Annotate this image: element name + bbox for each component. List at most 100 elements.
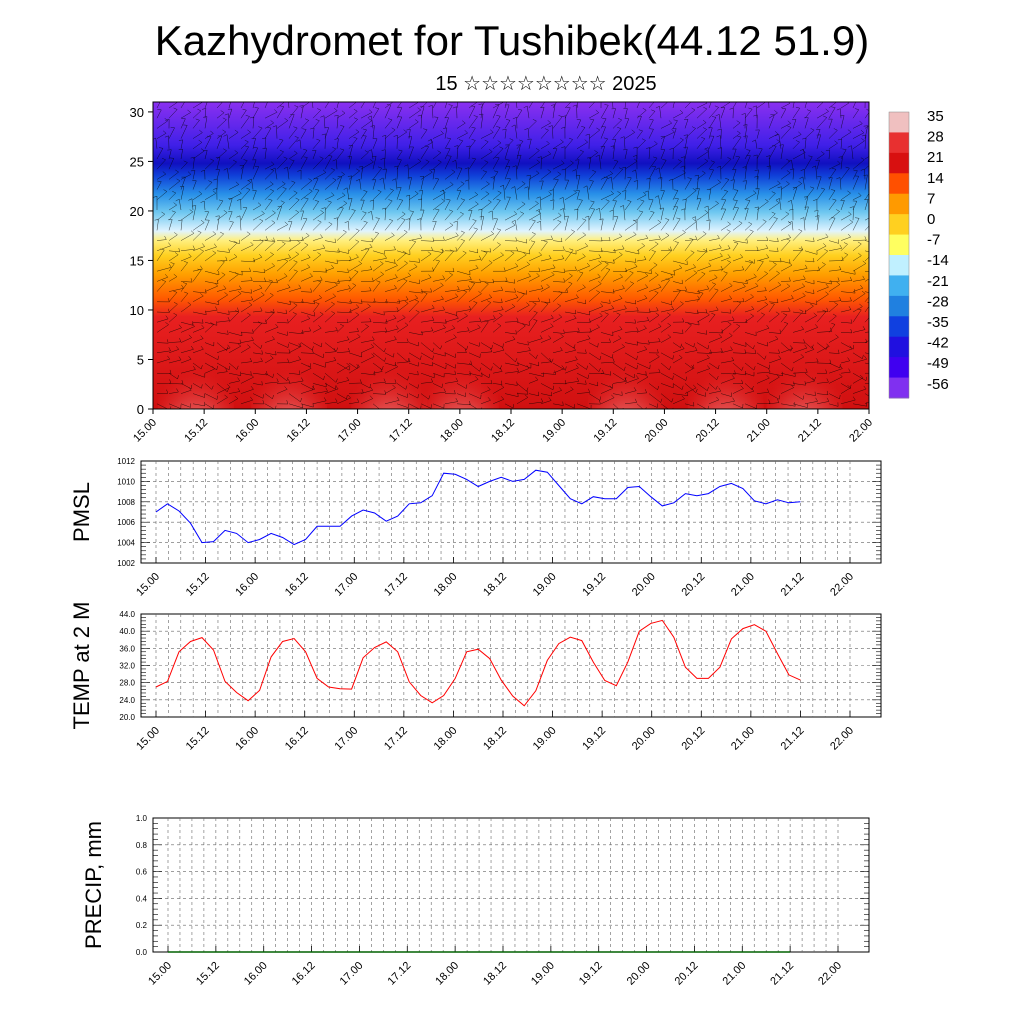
wind-barb	[168, 383, 184, 385]
wind-barb	[156, 191, 168, 200]
wind-barb	[287, 166, 290, 180]
wind-barb	[684, 239, 698, 241]
wind-barb-flag	[854, 270, 856, 275]
wind-barb	[431, 105, 434, 119]
wind-barb	[228, 242, 238, 251]
wind-barb-flag	[452, 267, 455, 272]
wind-barb-flag	[163, 189, 168, 192]
wind-barb	[372, 191, 382, 200]
wind-barb	[516, 203, 526, 211]
wind-barb	[396, 317, 406, 323]
wind-barb	[840, 360, 850, 364]
wind-barb-flag	[334, 282, 338, 286]
wind-barb-flag	[321, 133, 326, 136]
wind-barb	[228, 211, 233, 221]
wind-barb	[540, 122, 551, 129]
wind-barb-flag	[301, 377, 304, 382]
wind-barb-flag	[168, 347, 171, 351]
wind-barb-flag	[200, 219, 205, 223]
wind-barb-flag	[434, 178, 439, 180]
wind-barb	[348, 366, 360, 374]
wind-barb	[516, 264, 530, 272]
wind-barb	[408, 237, 422, 241]
precip-panel: 0.00.20.40.60.81.015.00 15.12 16.00 16.12 17…	[81, 814, 870, 988]
wind-barb-flag	[727, 260, 731, 263]
wind-barb	[156, 358, 170, 364]
wind-barb-flag	[837, 160, 841, 164]
wind-barb	[444, 381, 458, 384]
wind-barb	[552, 173, 561, 180]
wind-barb	[516, 342, 529, 346]
wind-barb-flag	[583, 185, 588, 188]
wind-barb-flag	[645, 234, 649, 239]
wind-barb	[216, 169, 220, 180]
wind-barb-flag	[720, 265, 723, 270]
wind-barb	[516, 321, 530, 326]
wind-barb-flag	[598, 367, 601, 372]
wind-barb	[768, 358, 782, 364]
wind-barb-flag	[605, 199, 610, 202]
wind-barb	[588, 276, 601, 282]
wind-barb-flag	[558, 314, 562, 318]
wind-barb	[768, 393, 780, 400]
wind-barb	[588, 292, 600, 302]
wind-barb-flag	[872, 335, 875, 338]
wind-barb-flag	[633, 231, 637, 235]
wind-barb-flag	[596, 324, 600, 328]
wind-barb-flag	[526, 390, 529, 395]
wind-barb-flag	[211, 365, 215, 370]
wind-barb-flag	[490, 176, 495, 178]
wind-barb	[768, 102, 770, 109]
wind-barb	[492, 148, 504, 160]
wind-barb-flag	[800, 354, 804, 358]
wind-barb	[240, 304, 253, 313]
x-tick-label: 15.00	[134, 571, 162, 599]
wind-barb-flag	[284, 386, 288, 390]
y-tick-label: 20	[130, 204, 144, 219]
wind-barb-flag	[323, 375, 325, 380]
wind-barb-flag	[246, 187, 251, 190]
wind-barb	[228, 274, 239, 282]
wind-barb	[780, 387, 794, 394]
colorbar-swatch	[889, 132, 909, 154]
wind-barb-flag	[307, 264, 311, 268]
wind-barb	[792, 168, 795, 180]
wind-barb-flag	[682, 318, 685, 323]
wind-barb	[432, 403, 444, 409]
wind-barb	[228, 198, 233, 211]
wind-barb-flag	[849, 219, 854, 223]
wind-barb	[180, 233, 195, 241]
wind-barb-flag	[849, 297, 852, 301]
wind-barb	[359, 179, 362, 190]
wind-barb	[768, 250, 779, 252]
wind-barb-flag	[715, 385, 718, 390]
wind-barb	[552, 179, 559, 190]
wind-barb	[732, 156, 740, 170]
wind-barb-flag	[487, 386, 491, 390]
wind-barb-flag	[764, 295, 768, 300]
wind-barb	[420, 352, 433, 360]
wind-barb	[504, 339, 516, 343]
wind-barb-flag	[368, 118, 372, 121]
wind-barb-flag	[825, 149, 830, 152]
wind-barb	[540, 130, 549, 139]
wind-barb-flag	[512, 222, 516, 226]
wind-barb-flag	[173, 301, 178, 305]
wind-barb-flag	[560, 237, 563, 242]
wind-barb	[720, 159, 732, 170]
wind-barb-flag	[550, 391, 552, 396]
wind-barb-flag	[287, 358, 290, 363]
wind-barb-flag	[585, 380, 587, 385]
wind-barb	[636, 320, 649, 323]
wind-barb	[276, 362, 289, 364]
wind-barb-flag	[547, 120, 551, 124]
wind-barb-flag	[535, 170, 540, 174]
wind-barb-flag	[741, 366, 744, 371]
wind-barb-flag	[333, 217, 338, 220]
wind-barb	[804, 156, 813, 170]
wind-barb-flag	[812, 377, 815, 382]
wind-barb-flag	[346, 362, 350, 366]
wind-barb-flag	[263, 268, 266, 273]
wind-barb-flag	[559, 197, 564, 200]
wind-barb-flag	[764, 198, 769, 202]
